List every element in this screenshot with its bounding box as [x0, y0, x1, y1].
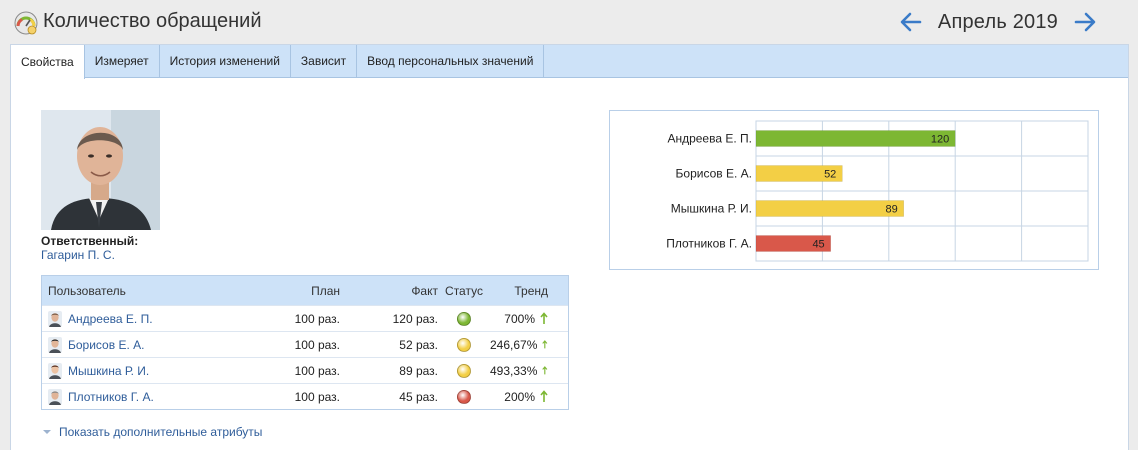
- plan-cell: 100 раз.: [294, 363, 340, 378]
- fact-cell: 52 раз.: [399, 337, 438, 352]
- trend-cell: 246,67%: [490, 338, 554, 352]
- tab-properties[interactable]: Свойства: [11, 45, 85, 79]
- plan-cell: 100 раз.: [294, 389, 340, 404]
- gauge-icon: [14, 11, 38, 35]
- tab-bar: Свойства Измеряет История изменений Зави…: [11, 45, 1128, 79]
- fact-cell: 45 раз.: [399, 389, 438, 404]
- category-label: Андреева Е. П.: [667, 132, 752, 146]
- user-cell: Мышкина Р. И.: [42, 362, 242, 379]
- show-more-attributes-label: Показать дополнительные атрибуты: [59, 425, 263, 439]
- period-label: Апрель 2019: [937, 10, 1058, 33]
- user-name-link[interactable]: Борисов Е. А.: [68, 337, 145, 352]
- column-fact[interactable]: Факт: [411, 283, 438, 298]
- responsible-label: Ответственный:: [41, 234, 139, 248]
- arrow-right-icon[interactable]: [1072, 9, 1098, 35]
- table-row: Андреева Е. П. 100 раз. 120 раз. 700%: [42, 305, 568, 331]
- status-indicator-icon: [457, 337, 471, 352]
- tab-personal-values[interactable]: Ввод персональных значений: [357, 45, 545, 77]
- bar-chart: Андреева Е. П. 120 Борисов Е. А. 52 Мышкина …: [609, 110, 1099, 270]
- tab-history[interactable]: История изменений: [160, 45, 291, 77]
- trend-value: 246,67%: [490, 337, 538, 352]
- bar: [755, 200, 904, 217]
- category-label: Плотников Г. А.: [666, 237, 752, 251]
- fact-cell: 120 раз.: [392, 311, 438, 326]
- user-name-link[interactable]: Андреева Е. П.: [68, 311, 153, 326]
- column-status[interactable]: Статус: [445, 283, 483, 298]
- plan-cell: 100 раз.: [294, 337, 340, 352]
- category-label: Мышкина Р. И.: [671, 202, 752, 216]
- bar: [755, 130, 956, 147]
- tab-measures[interactable]: Измеряет: [85, 45, 160, 77]
- status-cell: [438, 337, 490, 352]
- user-name-link[interactable]: Мышкина Р. И.: [68, 363, 150, 378]
- plan-cell: 100 раз.: [294, 311, 340, 326]
- show-more-attributes-link[interactable]: Показать дополнительные атрибуты: [43, 425, 262, 439]
- bar: [755, 235, 831, 252]
- column-user[interactable]: Пользователь: [48, 283, 126, 298]
- data-label: 45: [812, 239, 824, 251]
- period-navigation: Апрель 2019: [898, 9, 1098, 35]
- fact-cell: 89 раз.: [399, 363, 438, 378]
- results-table: Пользователь План Факт Статус Тренд Андр…: [41, 275, 569, 410]
- responsible-name-link[interactable]: Гагарин П. С.: [41, 248, 115, 262]
- user-cell: Андреева Е. П.: [42, 310, 242, 327]
- status-indicator-icon: [457, 311, 471, 326]
- content-panel: Свойства Измеряет История изменений Зави…: [10, 44, 1129, 450]
- table-body: Андреева Е. П. 100 раз. 120 раз. 700% Борисо…: [42, 305, 568, 409]
- user-avatar: [48, 336, 62, 353]
- chevron-down-icon: [43, 430, 51, 434]
- column-trend[interactable]: Тренд: [514, 283, 548, 298]
- table-header: Пользователь План Факт Статус Тренд: [42, 276, 568, 305]
- data-label: 120: [931, 134, 949, 146]
- trend-value: 493,33%: [490, 363, 538, 378]
- data-label: 89: [885, 204, 897, 216]
- table-row: Плотников Г. А. 100 раз. 45 раз. 200%: [42, 383, 568, 409]
- user-avatar: [48, 388, 62, 405]
- status-indicator-icon: [457, 363, 471, 378]
- chart-svg: Андреева Е. П. 120 Борисов Е. А. 52 Мышкина …: [666, 120, 1089, 262]
- tab-depends[interactable]: Зависит: [291, 45, 358, 77]
- table-row: Мышкина Р. И. 100 раз. 89 раз. 493,33%: [42, 357, 568, 383]
- trend-cell: 200%: [490, 390, 554, 404]
- status-cell: [438, 311, 490, 326]
- trend-value: 700%: [504, 311, 535, 326]
- category-label: Борисов Е. А.: [676, 167, 752, 181]
- table-row: Борисов Е. А. 100 раз. 52 раз. 246,67%: [42, 331, 568, 357]
- arrow-up-icon: [542, 340, 548, 349]
- header: Количество обращений Апрель 2019: [0, 0, 1138, 44]
- status-indicator-icon: [457, 389, 471, 404]
- user-avatar: [48, 362, 62, 379]
- trend-cell: 700%: [490, 312, 554, 326]
- arrow-up-icon: [542, 366, 548, 375]
- arrow-up-icon: [540, 390, 548, 402]
- bar: [755, 165, 843, 182]
- page-title: Количество обращений: [43, 10, 262, 32]
- user-name-link[interactable]: Плотников Г. А.: [68, 389, 154, 404]
- status-cell: [438, 389, 490, 404]
- user-cell: Борисов Е. А.: [42, 336, 242, 353]
- user-avatar: [48, 310, 62, 327]
- arrow-up-icon: [540, 312, 548, 324]
- trend-value: 200%: [504, 389, 535, 404]
- responsible-photo: [41, 110, 160, 230]
- user-cell: Плотников Г. А.: [42, 388, 242, 405]
- column-plan[interactable]: План: [311, 283, 340, 298]
- status-cell: [438, 363, 490, 378]
- arrow-left-icon[interactable]: [898, 9, 924, 35]
- trend-cell: 493,33%: [490, 364, 554, 378]
- data-label: 52: [824, 169, 836, 181]
